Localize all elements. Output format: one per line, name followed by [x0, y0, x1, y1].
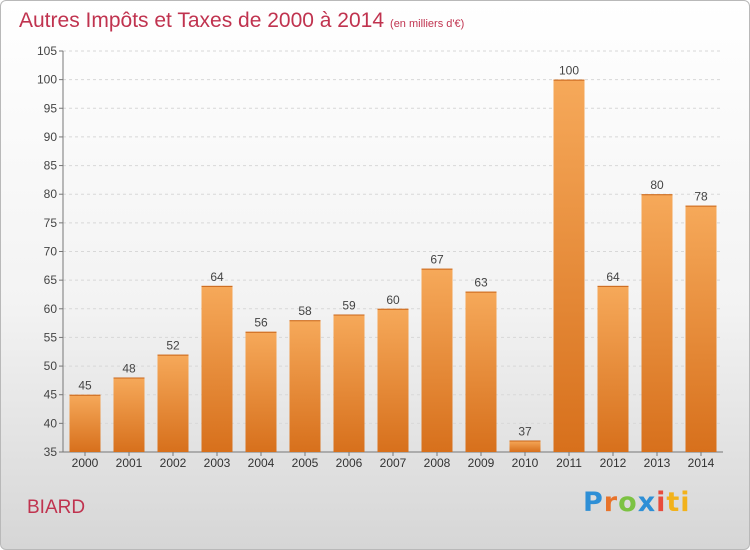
logo-letter: P: [583, 487, 604, 518]
logo-letter: i: [656, 487, 667, 518]
bar: [69, 394, 101, 452]
y-tick-label: 70: [44, 245, 58, 259]
chart-title: Autres Impôts et Taxes de 2000 à 2014 (en…: [19, 9, 464, 33]
bar: [377, 308, 409, 452]
x-tick-label: 2001: [116, 456, 143, 470]
x-tick-label: 2003: [204, 456, 231, 470]
y-tick-label: 90: [44, 130, 58, 144]
data-label: 60: [386, 293, 400, 307]
y-tick-label: 60: [44, 302, 58, 316]
bar: [685, 205, 717, 452]
x-tick-label: 2014: [688, 456, 715, 470]
data-label: 67: [430, 253, 444, 267]
data-label: 63: [474, 276, 488, 290]
bar: [465, 291, 497, 452]
bar: [509, 440, 541, 452]
bar: [641, 194, 673, 452]
logo-letter: ti: [666, 487, 691, 518]
y-tick-labels: 35 40 45 50 55 60 65 70 75 80 85 90 95 100 105: [37, 44, 57, 459]
data-label: 52: [166, 339, 180, 353]
logo-letter: o: [618, 487, 638, 518]
data-label: 80: [650, 178, 664, 192]
proxiti-logo: Proxiti: [583, 487, 691, 518]
x-tick-label: 2005: [292, 456, 319, 470]
x-tick-label: 2011: [556, 456, 582, 470]
logo-letter: x: [637, 487, 657, 518]
bar: [245, 331, 277, 452]
data-label: 64: [606, 270, 620, 284]
x-tick-label: 2004: [248, 456, 275, 470]
data-label: 59: [342, 299, 356, 313]
bar: [157, 354, 189, 452]
data-label: 45: [78, 379, 92, 393]
x-tick-label: 2008: [424, 456, 451, 470]
data-label: 37: [518, 425, 532, 439]
data-label: 58: [298, 304, 312, 318]
bar: [113, 377, 145, 452]
logo-letter: r: [603, 487, 619, 518]
x-tick-label: 2010: [512, 456, 539, 470]
x-tick-label: 2009: [468, 456, 495, 470]
y-tick-label: 45: [44, 388, 58, 402]
x-tick-label: 2007: [380, 456, 407, 470]
x-tick-labels: 2000 2001 2002 2003 2004 2005 2006 2007 2008 2009…: [72, 452, 715, 470]
y-tick-label: 40: [44, 416, 58, 430]
title-text: Autres Impôts et Taxes de 2000 à 2014: [19, 9, 385, 32]
bar: [597, 285, 629, 452]
y-tick-label: 35: [44, 445, 58, 459]
y-tick-label: 75: [44, 216, 58, 230]
bars: [69, 79, 717, 453]
title-unit: (en milliers d'€): [390, 18, 465, 30]
x-tick-label: 2002: [160, 456, 187, 470]
bar: [333, 314, 365, 452]
x-tick-label: 2013: [644, 456, 671, 470]
data-label: 48: [122, 362, 136, 376]
y-tick-label: 100: [37, 73, 57, 87]
data-label: 56: [254, 316, 268, 330]
data-label: 100: [559, 64, 579, 78]
y-tick-label: 95: [44, 101, 58, 115]
x-tick-label: 2000: [72, 456, 99, 470]
data-label: 64: [210, 270, 224, 284]
bar: [201, 285, 233, 452]
data-label: 78: [694, 190, 708, 204]
bar: [553, 79, 585, 453]
y-tick-label: 80: [44, 187, 58, 201]
y-tick-label: 55: [44, 330, 58, 344]
x-tick-label: 2012: [600, 456, 627, 470]
y-tick-label: 85: [44, 159, 58, 173]
y-tick-label: 65: [44, 273, 58, 287]
x-tick-label: 2006: [336, 456, 363, 470]
y-tick-label: 50: [44, 359, 58, 373]
bar: [421, 268, 453, 452]
y-tick-label: 105: [37, 44, 57, 58]
commune-name: BIARD: [27, 497, 86, 518]
bar: [289, 320, 321, 452]
data-labels: 45 48 52 64 56 58 59 60 67 63 37 100 64 80 78: [78, 64, 708, 439]
